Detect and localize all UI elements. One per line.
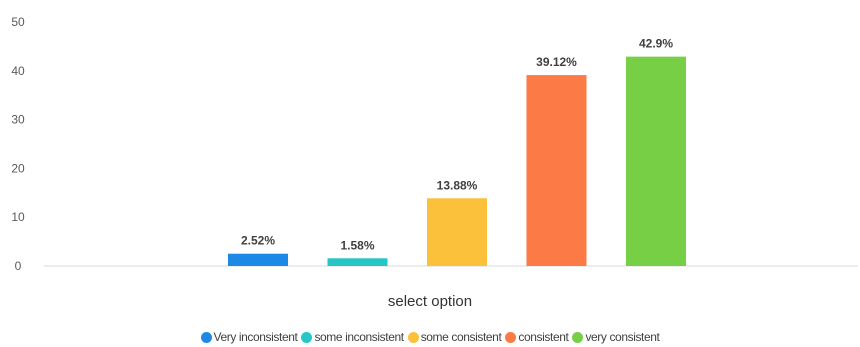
- y-tick-label: 10: [11, 210, 25, 224]
- y-tick-label: 50: [11, 15, 25, 29]
- legend-swatch: [505, 331, 517, 343]
- bars: [228, 56, 686, 267]
- legend-label: consistent: [518, 330, 569, 344]
- legend: Very inconsistent some inconsistent some c…: [0, 328, 860, 346]
- x-axis-title: select option: [388, 293, 472, 310]
- legend-item[interactable]: very consistent: [572, 330, 660, 344]
- legend-item[interactable]: some inconsistent: [301, 330, 404, 344]
- data-label: 42.9%: [639, 37, 673, 51]
- y-tick-label: 40: [11, 64, 25, 78]
- bar-some-consistent: [427, 198, 487, 266]
- legend-swatch: [407, 331, 419, 343]
- legend-item[interactable]: some consistent: [407, 330, 502, 344]
- data-label: 1.58%: [340, 238, 374, 252]
- bar-very-inconsistent: [228, 253, 288, 266]
- data-labels: 2.52% 1.58% 13.88% 39.12% 42.9%: [241, 37, 673, 253]
- legend-swatch: [572, 331, 584, 343]
- y-tick-label: 30: [11, 113, 25, 127]
- bar-some-inconsistent: [327, 258, 388, 266]
- legend-swatch: [200, 331, 212, 343]
- legend-item[interactable]: Very inconsistent: [200, 330, 298, 344]
- bar-consistent: [526, 75, 587, 267]
- data-label: 13.88%: [437, 178, 478, 192]
- y-tick-label: 20: [11, 161, 25, 175]
- legend-label: Very inconsistent: [213, 330, 298, 344]
- legend-swatch: [301, 331, 313, 343]
- data-label: 2.52%: [241, 234, 275, 248]
- legend-label: some inconsistent: [314, 330, 404, 344]
- legend-label: some consistent: [420, 330, 502, 344]
- legend-label: very consistent: [585, 330, 660, 344]
- legend-item[interactable]: consistent: [505, 330, 569, 344]
- y-tick-label: 0: [15, 259, 22, 273]
- bar-very-consistent: [626, 56, 686, 267]
- y-axis: 0 10 20 30 40 50: [11, 15, 25, 273]
- data-label: 39.12%: [536, 55, 577, 69]
